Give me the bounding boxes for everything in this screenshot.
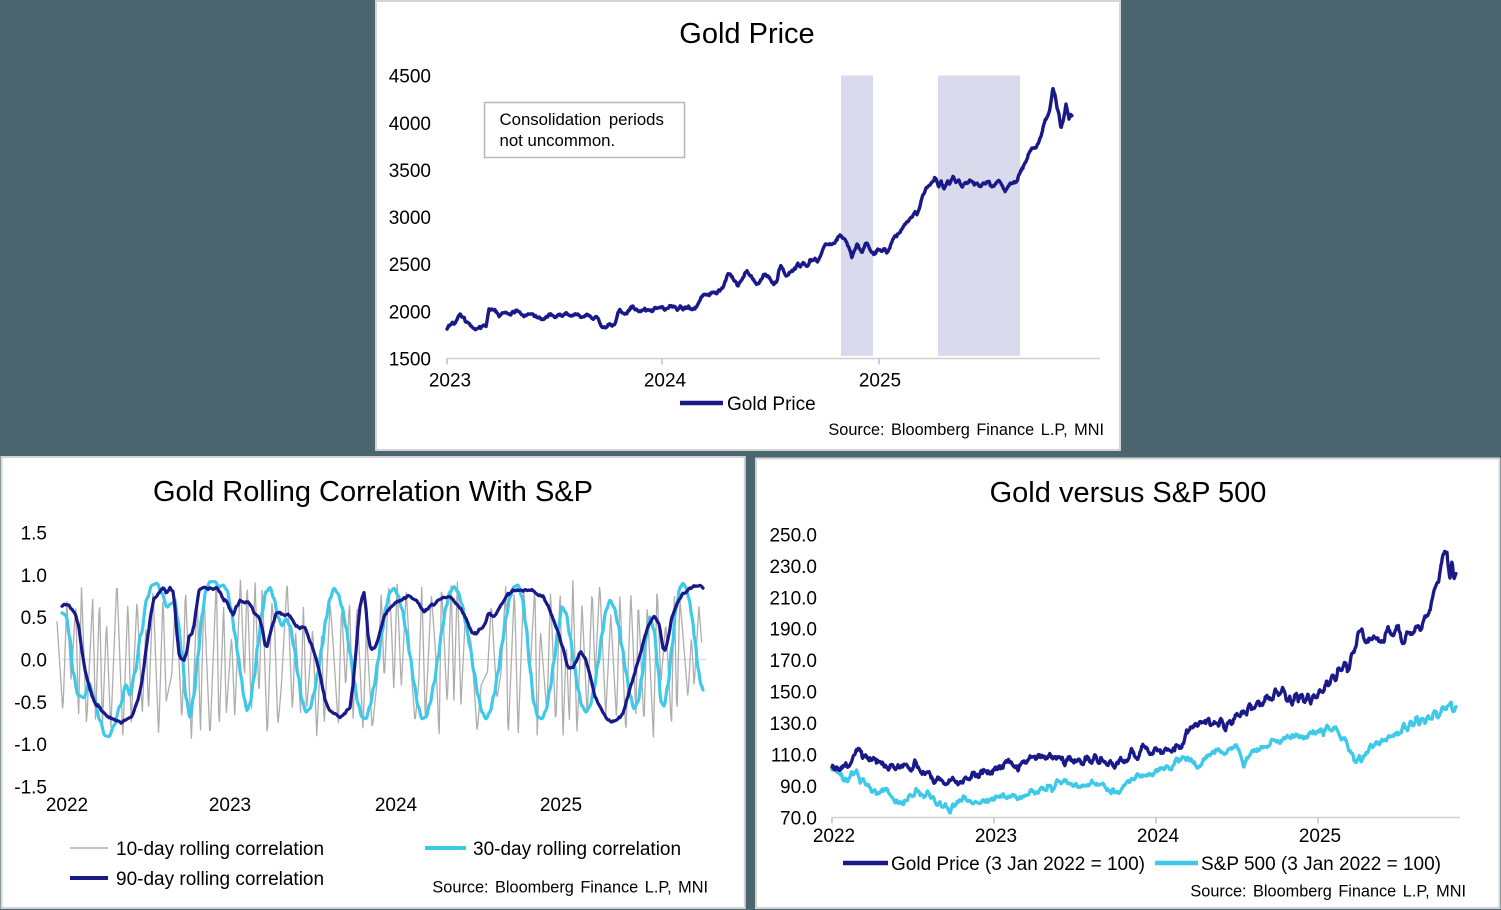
svg-text:0.0: 0.0 xyxy=(21,651,47,672)
svg-text:10-day rolling correlation: 10-day rolling correlation xyxy=(116,839,324,860)
svg-text:3000: 3000 xyxy=(389,208,431,229)
svg-text:not uncommon.: not uncommon. xyxy=(500,131,616,150)
svg-text:Gold Price: Gold Price xyxy=(679,18,814,50)
svg-text:30-day rolling correlation: 30-day rolling correlation xyxy=(473,839,681,860)
svg-text:2500: 2500 xyxy=(389,255,431,276)
svg-text:1500: 1500 xyxy=(389,350,431,371)
svg-text:Gold Rolling Correlation With: Gold Rolling Correlation With S&P xyxy=(153,476,593,508)
svg-text:250.0: 250.0 xyxy=(769,525,817,546)
svg-text:2022: 2022 xyxy=(46,795,88,816)
svg-text:Consolidation periods: Consolidation periods xyxy=(500,110,664,129)
svg-text:90.0: 90.0 xyxy=(780,777,817,798)
svg-text:170.0: 170.0 xyxy=(769,651,817,672)
svg-text:2023: 2023 xyxy=(429,371,471,392)
svg-text:2025: 2025 xyxy=(1299,826,1341,847)
svg-text:Gold Price (3 Jan 2022 = 100): Gold Price (3 Jan 2022 = 100) xyxy=(891,854,1145,875)
svg-text:2000: 2000 xyxy=(389,302,431,323)
svg-text:-1.5: -1.5 xyxy=(14,777,47,798)
svg-text:2022: 2022 xyxy=(813,826,855,847)
svg-text:3500: 3500 xyxy=(389,161,431,182)
svg-text:230.0: 230.0 xyxy=(769,557,817,578)
svg-text:130.0: 130.0 xyxy=(769,714,817,735)
svg-text:Gold versus S&P 500: Gold versus S&P 500 xyxy=(990,477,1267,509)
svg-text:70.0: 70.0 xyxy=(780,809,817,830)
svg-text:0.5: 0.5 xyxy=(21,608,47,629)
svg-text:4500: 4500 xyxy=(389,67,431,88)
svg-text:1.5: 1.5 xyxy=(21,524,47,545)
svg-text:-0.5: -0.5 xyxy=(14,693,47,714)
svg-text:2024: 2024 xyxy=(644,371,687,392)
svg-text:2024: 2024 xyxy=(375,795,418,816)
svg-text:S&P 500 (3 Jan 2022 = 100): S&P 500 (3 Jan 2022 = 100) xyxy=(1201,854,1441,875)
svg-text:-1.0: -1.0 xyxy=(14,735,47,756)
svg-text:Source: Bloomberg Finance L.P,: Source: Bloomberg Finance L.P, MNI xyxy=(432,879,708,897)
svg-text:1.0: 1.0 xyxy=(21,566,47,587)
svg-text:210.0: 210.0 xyxy=(769,588,817,609)
svg-text:4000: 4000 xyxy=(389,114,431,135)
svg-text:190.0: 190.0 xyxy=(769,620,817,641)
svg-text:90-day rolling correlation: 90-day rolling correlation xyxy=(116,869,324,890)
svg-text:Source: Bloomberg Finance L.P,: Source: Bloomberg Finance L.P, MNI xyxy=(828,421,1104,439)
svg-text:Gold Price: Gold Price xyxy=(727,394,816,415)
svg-text:110.0: 110.0 xyxy=(771,746,817,767)
svg-text:Source: Bloomberg Finance L.P,: Source: Bloomberg Finance L.P, MNI xyxy=(1190,883,1466,901)
svg-text:2023: 2023 xyxy=(975,826,1017,847)
svg-text:2023: 2023 xyxy=(209,795,251,816)
svg-text:2024: 2024 xyxy=(1137,826,1180,847)
svg-text:2025: 2025 xyxy=(540,795,582,816)
svg-text:150.0: 150.0 xyxy=(769,683,817,704)
svg-text:2025: 2025 xyxy=(859,371,901,392)
